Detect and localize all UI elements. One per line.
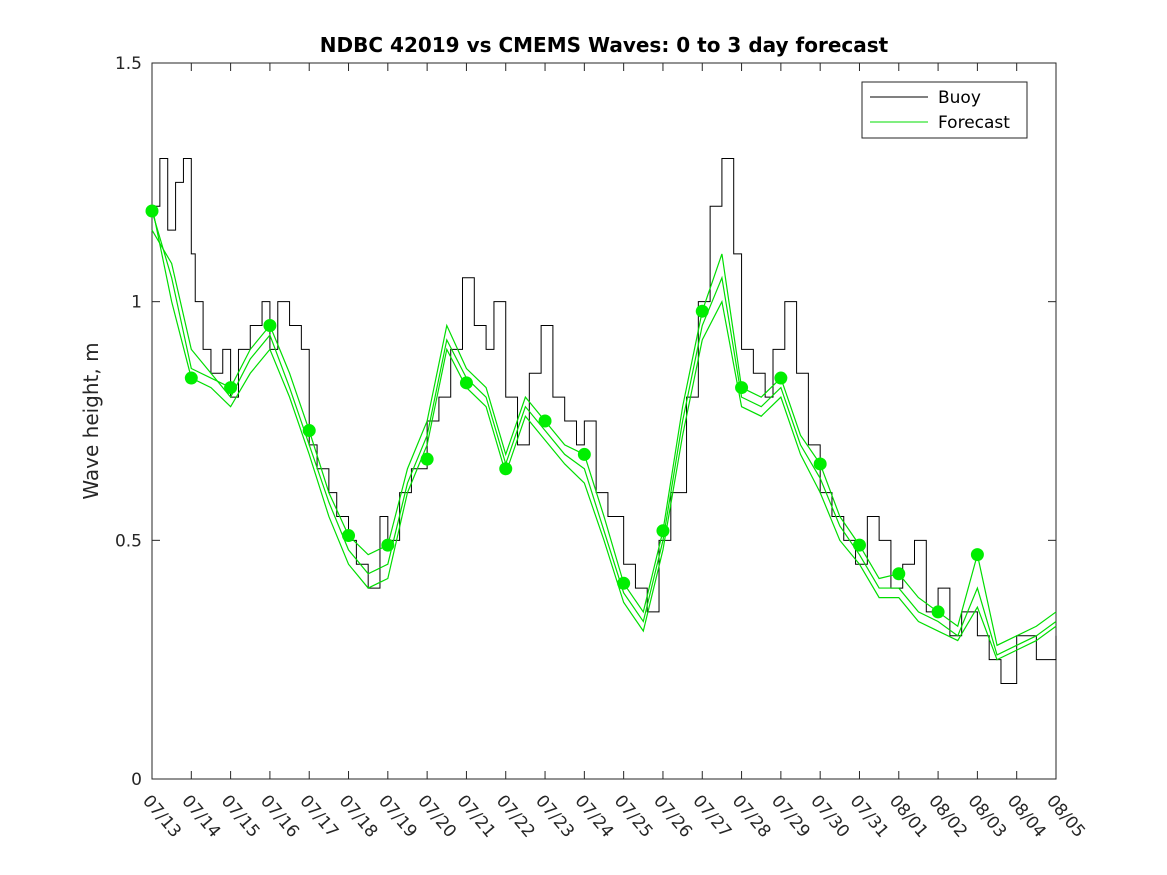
forecast-line	[151, 210, 1057, 647]
buoy-line	[152, 157, 1057, 685]
legend-box	[861, 81, 1028, 139]
forecast-line	[151, 206, 1057, 661]
forecast-marker	[538, 414, 552, 428]
forecast-marker	[263, 319, 277, 333]
y-tick-label: 1.5	[115, 54, 142, 74]
forecast-marker	[931, 605, 945, 619]
x-tick-label: 07/22	[492, 791, 539, 841]
x-tick-label: 07/17	[295, 791, 342, 841]
forecast-marker	[617, 576, 631, 590]
x-tick-label: 07/28	[728, 791, 775, 841]
forecast-marker	[695, 304, 709, 318]
x-tick-label: 07/18	[335, 791, 382, 841]
legend-buoy-label: Buoy	[938, 88, 981, 108]
y-tick-label: 1	[131, 293, 142, 313]
forecast-line	[151, 229, 1057, 656]
y-axis-label: Wave height, m	[79, 342, 103, 499]
x-tick-label: 07/26	[649, 791, 696, 841]
forecast-marker	[224, 381, 238, 395]
forecast-marker	[852, 538, 866, 552]
y-tick-label: 0	[131, 770, 142, 790]
y-tick-label: 0.5	[115, 531, 142, 551]
forecast-marker	[499, 462, 513, 476]
x-tick-label: 07/25	[610, 791, 657, 841]
x-tick-label: 07/16	[256, 791, 303, 841]
x-tick-label: 08/05	[1042, 791, 1089, 841]
x-tick-label: 08/04	[1003, 791, 1050, 841]
forecast-marker	[577, 447, 591, 461]
y-axis: 0 0.5 1 1.5	[115, 54, 1056, 790]
forecast-marker	[735, 381, 749, 395]
forecast-marker	[970, 548, 984, 562]
forecast-marker	[420, 452, 434, 466]
x-tick-label: 07/31	[846, 791, 893, 841]
x-tick-label: 08/01	[885, 791, 932, 841]
forecast-marker	[145, 204, 159, 218]
x-tick-label: 07/24	[571, 791, 618, 841]
x-tick-label: 07/30	[806, 791, 853, 841]
x-tick-label: 07/21	[453, 791, 500, 841]
forecast-marker	[459, 376, 473, 390]
forecast-marker	[892, 567, 906, 581]
series-layer	[145, 157, 1057, 685]
forecast-marker	[184, 371, 198, 385]
forecast-marker	[813, 457, 827, 471]
forecast-marker	[656, 524, 670, 538]
chart-title: NDBC 42019 vs CMEMS Waves: 0 to 3 day fo…	[320, 33, 889, 57]
x-tick-label: 08/02	[924, 791, 971, 841]
x-tick-label: 07/20	[413, 791, 460, 841]
plot-area	[151, 62, 1057, 780]
legend: Buoy Forecast	[861, 81, 1028, 139]
forecast-marker	[342, 529, 356, 543]
forecast-marker	[381, 538, 395, 552]
forecast-marker	[302, 424, 316, 438]
x-tick-label: 07/15	[217, 791, 264, 841]
legend-forecast-label: Forecast	[938, 113, 1010, 133]
x-tick-label: 07/29	[767, 791, 814, 841]
x-tick-label: 08/03	[964, 791, 1011, 841]
x-tick-label: 07/14	[177, 791, 224, 841]
x-tick-label: 07/19	[374, 791, 421, 841]
x-tick-label: 07/27	[688, 791, 735, 841]
forecast-marker	[774, 371, 788, 385]
x-tick-label: 07/13	[138, 791, 185, 841]
x-tick-label: 07/23	[531, 791, 578, 841]
